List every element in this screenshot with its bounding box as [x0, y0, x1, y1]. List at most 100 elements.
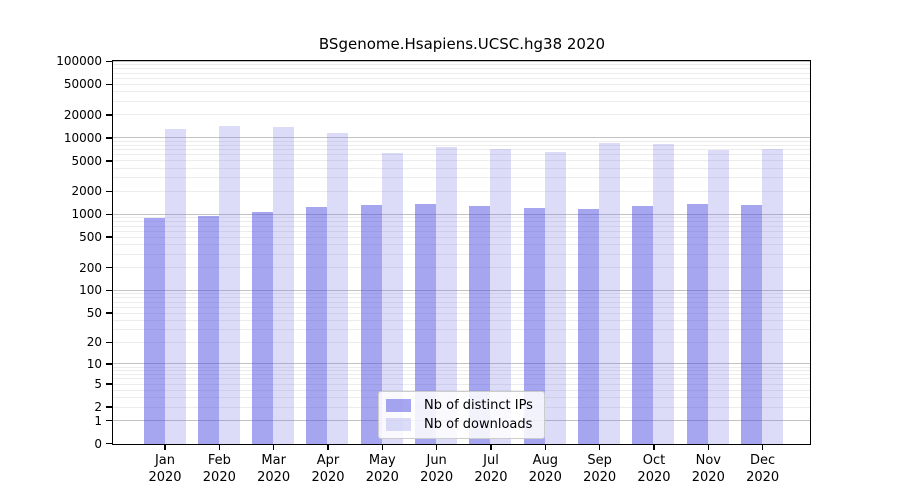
minor-gridline — [113, 253, 810, 255]
bar-jan-downloads — [164, 128, 186, 444]
bar-feb-downloads — [218, 125, 240, 444]
minor-gridline — [113, 329, 810, 331]
x-tick-label: Apr 2020 — [296, 452, 360, 486]
major-gridline — [113, 363, 810, 365]
minor-gridline — [113, 144, 810, 146]
y-tick-mark — [106, 236, 112, 238]
x-tick-label: Mar 2020 — [242, 452, 306, 486]
legend-item-distinct-ips: Nb of distinct IPs — [386, 399, 535, 412]
bar-apr-downloads — [327, 132, 349, 444]
legend-label-distinct-ips: Nb of distinct IPs — [424, 398, 533, 413]
downloads-swatch — [386, 418, 411, 431]
minor-gridline — [113, 190, 810, 192]
y-tick-mark — [106, 363, 112, 365]
minor-gridline — [113, 293, 810, 295]
y-tick-mark — [106, 60, 112, 63]
x-tick-mark — [490, 445, 492, 450]
y-tick-label: 1 — [94, 413, 102, 428]
bar-jun-distinct-ips — [415, 203, 437, 444]
x-tick-year: 2020 — [474, 470, 508, 485]
minor-gridline — [113, 64, 810, 66]
minor-gridline — [113, 177, 810, 179]
x-tick-label: Feb 2020 — [187, 452, 251, 486]
minor-gridline — [113, 83, 810, 85]
x-tick-year: 2020 — [257, 470, 291, 485]
bar-jul-distinct-ips — [469, 206, 491, 444]
y-tick-label: 50 — [86, 306, 102, 321]
y-tick-label: 5000 — [71, 153, 102, 168]
minor-gridline — [113, 100, 810, 102]
y-tick-mark — [106, 312, 112, 314]
bar-nov-downloads — [707, 149, 729, 444]
x-tick-year: 2020 — [148, 470, 182, 485]
plot-area — [112, 60, 811, 445]
x-tick-mark — [598, 445, 601, 450]
minor-gridline — [113, 68, 810, 70]
y-tick-mark — [106, 213, 112, 216]
bar-nov-distinct-ips — [686, 203, 708, 444]
minor-gridline — [113, 140, 810, 142]
x-tick-month: Oct — [642, 453, 666, 468]
x-tick-label: Jan 2020 — [133, 452, 197, 486]
y-tick-label: 2000 — [71, 184, 102, 199]
bar-oct-distinct-ips — [632, 205, 654, 444]
x-tick-mark — [435, 445, 438, 450]
bar-oct-downloads — [653, 144, 675, 444]
x-tick-year: 2020 — [365, 470, 399, 485]
legend-item-downloads: Nb of downloads — [386, 418, 535, 431]
y-tick-mark — [106, 266, 112, 269]
y-tick-mark — [106, 289, 112, 292]
x-tick-mark — [761, 445, 764, 450]
x-tick-mark — [218, 445, 221, 450]
major-gridline — [113, 61, 810, 62]
y-tick-mark — [106, 419, 112, 422]
minor-gridline — [113, 236, 810, 238]
chart-title: BSgenome.Hsapiens.UCSC.hg38 2020 — [318, 35, 606, 53]
minor-gridline — [113, 366, 810, 368]
minor-gridline — [113, 267, 810, 269]
x-tick-month: Apr — [316, 453, 340, 468]
y-tick-label: 1000 — [71, 207, 102, 222]
x-tick-label: Jul 2020 — [459, 452, 523, 486]
x-tick-year: 2020 — [528, 470, 562, 485]
x-tick-mark — [544, 445, 547, 450]
distinct-ips-swatch — [386, 399, 411, 412]
bar-dec-downloads — [762, 148, 784, 444]
minor-gridline — [113, 221, 810, 223]
x-tick-mark — [164, 445, 166, 450]
bar-aug-distinct-ips — [523, 208, 545, 444]
minor-gridline — [113, 217, 810, 219]
minor-gridline — [113, 154, 810, 156]
x-tick-month: May — [368, 453, 396, 468]
minor-gridline — [113, 230, 810, 232]
bar-jun-downloads — [436, 147, 458, 444]
bar-may-distinct-ips — [360, 205, 382, 444]
minor-gridline — [113, 306, 810, 308]
minor-gridline — [113, 77, 810, 79]
y-tick-mark — [106, 406, 112, 408]
y-tick-label: 10 — [86, 356, 102, 371]
x-tick-year: 2020 — [202, 470, 236, 485]
y-tick-mark — [106, 383, 112, 385]
y-tick-label: 20 — [86, 335, 102, 350]
x-tick-month: Jul — [483, 453, 499, 468]
y-tick-mark — [106, 442, 112, 445]
x-tick-mark — [381, 445, 384, 450]
y-tick-mark — [106, 83, 112, 86]
bar-mar-downloads — [273, 127, 295, 444]
bar-apr-distinct-ips — [306, 207, 328, 444]
major-gridline — [113, 137, 810, 139]
minor-gridline — [113, 167, 810, 169]
x-tick-mark — [327, 445, 329, 450]
minor-gridline — [113, 297, 810, 299]
y-tick-mark — [106, 137, 112, 139]
bar-jul-downloads — [490, 148, 512, 444]
x-tick-label: Jun 2020 — [405, 452, 469, 486]
x-tick-label: May 2020 — [350, 452, 414, 486]
minor-gridline — [113, 160, 810, 162]
x-tick-label: Oct 2020 — [622, 452, 686, 486]
minor-gridline — [113, 378, 810, 380]
bar-dec-distinct-ips — [741, 205, 763, 444]
x-tick-month: Jun — [426, 453, 447, 468]
